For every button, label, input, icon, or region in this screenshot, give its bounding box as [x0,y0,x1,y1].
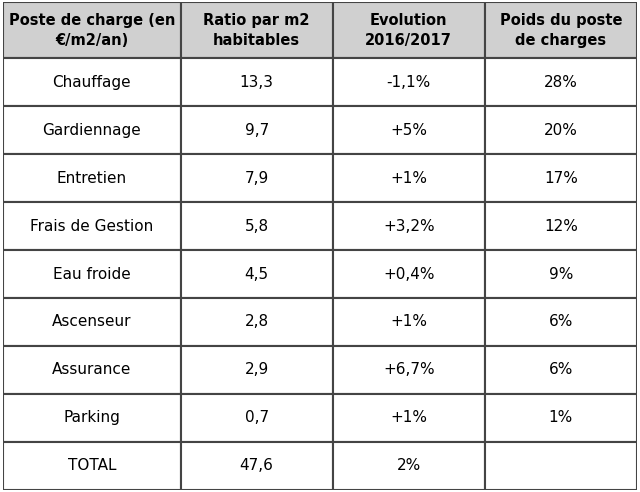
Text: 6%: 6% [548,314,573,330]
Bar [333,154,484,202]
Bar [333,394,484,442]
Bar [484,154,637,202]
Bar [484,394,637,442]
Text: Evolution
2016/2017: Evolution 2016/2017 [365,13,452,48]
Text: +1%: +1% [390,171,428,185]
Bar [3,250,180,298]
Text: 1%: 1% [548,410,573,425]
Bar [180,250,333,298]
Bar [3,298,180,346]
Bar [484,106,637,154]
Text: Ascenseur: Ascenseur [52,314,132,330]
Bar [333,202,484,250]
Bar [3,394,180,442]
Bar [333,346,484,394]
Text: Poids du poste
de charges: Poids du poste de charges [499,13,622,48]
Text: 2%: 2% [397,458,421,473]
Bar [3,346,180,394]
Bar [180,346,333,394]
Bar [3,202,180,250]
Bar [180,394,333,442]
Bar [333,2,484,59]
Text: 28%: 28% [544,75,578,90]
Bar [484,250,637,298]
Text: 5,8: 5,8 [244,218,269,234]
Text: 9,7: 9,7 [244,123,269,138]
Text: 20%: 20% [544,123,578,138]
Text: Frais de Gestion: Frais de Gestion [30,218,154,234]
Bar [180,442,333,490]
Text: 9%: 9% [548,267,573,281]
Text: +1%: +1% [390,314,428,330]
Text: Ratio par m2
habitables: Ratio par m2 habitables [204,13,310,48]
Text: +3,2%: +3,2% [383,218,435,234]
Text: 17%: 17% [544,171,578,185]
Text: Gardiennage: Gardiennage [42,123,141,138]
Bar [180,106,333,154]
Bar [333,250,484,298]
Text: 6%: 6% [548,362,573,377]
Bar [3,2,180,59]
Bar [3,442,180,490]
Text: +0,4%: +0,4% [383,267,435,281]
Bar [333,442,484,490]
Text: Assurance: Assurance [52,362,132,377]
Bar [3,106,180,154]
Text: TOTAL: TOTAL [68,458,116,473]
Bar [484,59,637,106]
Text: 0,7: 0,7 [244,410,269,425]
Text: 4,5: 4,5 [244,267,269,281]
Bar [333,298,484,346]
Text: 2,9: 2,9 [244,362,269,377]
Text: +5%: +5% [390,123,428,138]
Text: +1%: +1% [390,410,428,425]
Bar [333,106,484,154]
Bar [180,59,333,106]
Bar [3,154,180,202]
Text: 12%: 12% [544,218,578,234]
Text: 47,6: 47,6 [240,458,273,473]
Text: Chauffage: Chauffage [52,75,131,90]
Bar [180,2,333,59]
Bar [484,346,637,394]
Bar [3,59,180,106]
Bar [484,202,637,250]
Text: 13,3: 13,3 [239,75,274,90]
Text: Entretien: Entretien [57,171,127,185]
Text: Parking: Parking [63,410,120,425]
Text: 2,8: 2,8 [244,314,269,330]
Text: 7,9: 7,9 [244,171,269,185]
Text: -1,1%: -1,1% [387,75,431,90]
Bar [180,154,333,202]
Bar [180,298,333,346]
Bar [180,202,333,250]
Bar [484,442,637,490]
Bar [484,298,637,346]
Text: Poste de charge (en
€/m2/an): Poste de charge (en €/m2/an) [9,13,175,48]
Text: Eau froide: Eau froide [53,267,131,281]
Bar [333,59,484,106]
Bar [484,2,637,59]
Text: +6,7%: +6,7% [383,362,435,377]
